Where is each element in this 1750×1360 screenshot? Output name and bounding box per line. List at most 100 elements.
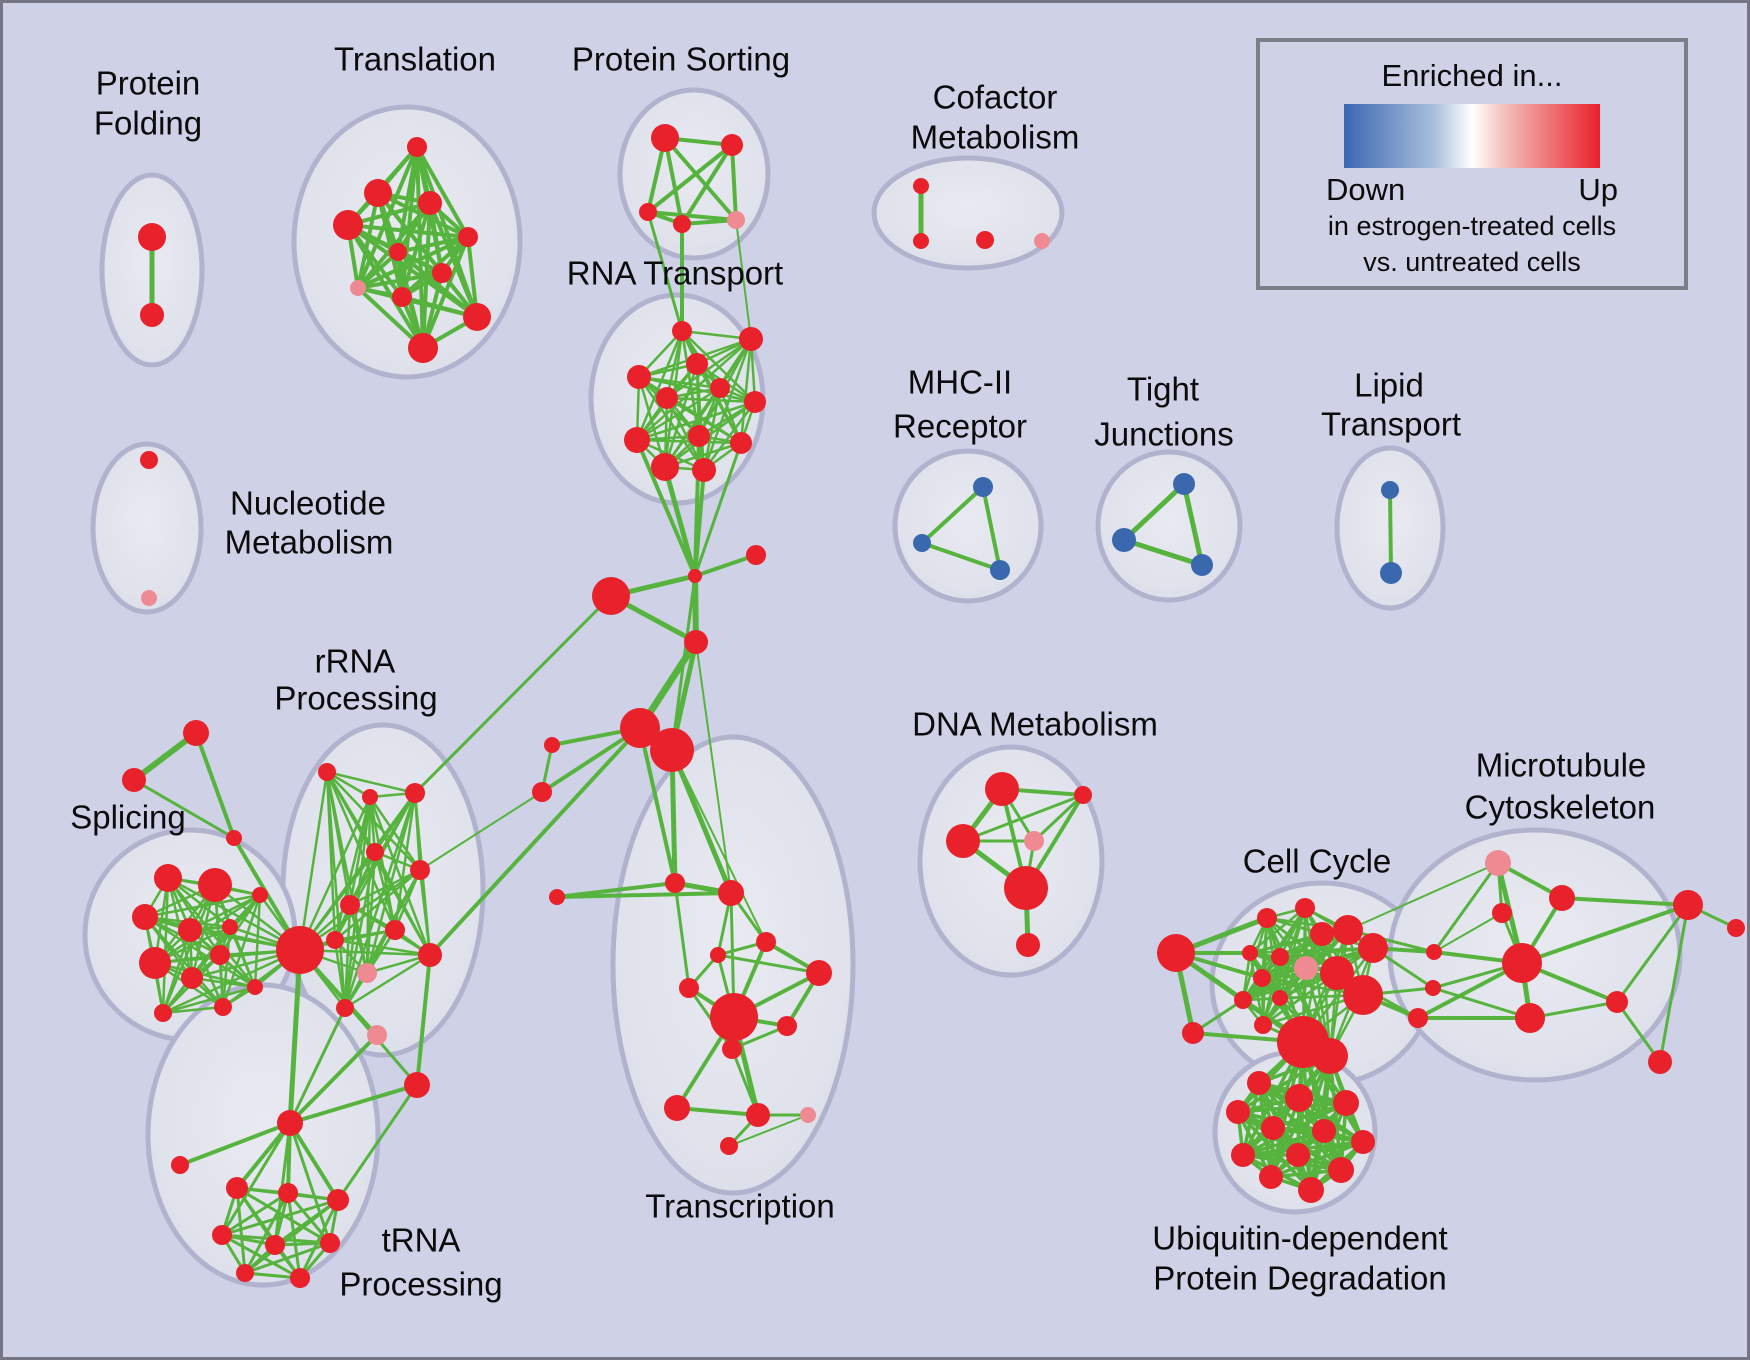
node-tr6[interactable] (389, 243, 407, 261)
node-nm2[interactable] (141, 590, 157, 606)
node-rt1[interactable] (672, 321, 692, 341)
node-pf2[interactable] (140, 303, 164, 327)
node-lx1[interactable] (549, 889, 565, 905)
node-mh2[interactable] (913, 534, 931, 552)
node-mt2[interactable] (1549, 885, 1575, 911)
node-tx7[interactable] (710, 993, 758, 1041)
node-rr7[interactable] (326, 931, 344, 949)
node-ps5[interactable] (727, 211, 745, 229)
node-sp1[interactable] (154, 864, 182, 892)
node-ps4[interactable] (673, 215, 691, 233)
node-cm1[interactable] (913, 178, 929, 194)
node-tj2[interactable] (1112, 528, 1136, 552)
node-pf1[interactable] (138, 223, 166, 251)
node-tx4[interactable] (710, 947, 726, 963)
node-dm5[interactable] (1004, 866, 1048, 910)
node-sp2[interactable] (198, 868, 232, 902)
node-tx8[interactable] (777, 1016, 797, 1036)
node-cy8[interactable] (1294, 956, 1318, 980)
node-dm2[interactable] (1074, 786, 1092, 804)
node-mh3[interactable] (990, 560, 1010, 580)
node-rt8[interactable] (624, 427, 650, 453)
node-ub4[interactable] (1226, 1100, 1250, 1124)
node-rr5[interactable] (410, 860, 430, 880)
node-ub5[interactable] (1261, 1116, 1285, 1140)
node-ub11[interactable] (1259, 1165, 1283, 1189)
node-hub1[interactable] (276, 926, 324, 974)
node-sp8[interactable] (181, 967, 203, 989)
node-cy15[interactable] (1343, 975, 1383, 1015)
node-rt6[interactable] (710, 378, 730, 398)
node-tx5[interactable] (806, 960, 832, 986)
node-st3[interactable] (226, 830, 242, 846)
node-tn9[interactable] (290, 1268, 310, 1288)
node-cy1[interactable] (1157, 934, 1195, 972)
node-dm1[interactable] (985, 772, 1019, 806)
node-tj3[interactable] (1191, 554, 1213, 576)
node-tr10[interactable] (463, 303, 491, 331)
node-cy14[interactable] (1320, 956, 1354, 990)
node-rr4[interactable] (366, 843, 384, 861)
node-tx3[interactable] (756, 932, 776, 952)
node-cy10[interactable] (1271, 948, 1289, 966)
node-ub1[interactable] (1247, 1071, 1271, 1095)
node-cy5[interactable] (1310, 922, 1334, 946)
node-tn1[interactable] (277, 1110, 303, 1136)
node-ps2[interactable] (721, 134, 743, 156)
node-tn7[interactable] (265, 1235, 285, 1255)
node-cy7[interactable] (1358, 933, 1388, 963)
node-rt12[interactable] (692, 458, 716, 482)
node-mt7[interactable] (1673, 890, 1703, 920)
node-mt4[interactable] (1502, 943, 1542, 983)
node-nm1[interactable] (140, 451, 158, 469)
node-sp3[interactable] (132, 904, 158, 930)
node-dm4[interactable] (1024, 831, 1044, 851)
node-cy11[interactable] (1253, 969, 1271, 987)
node-tr11[interactable] (408, 333, 438, 363)
node-cm2[interactable] (913, 233, 929, 249)
node-ub12[interactable] (1298, 1177, 1324, 1203)
node-tx11[interactable] (746, 1103, 770, 1127)
node-tx10[interactable] (664, 1095, 690, 1121)
node-mtl2[interactable] (1425, 980, 1441, 996)
node-rt9[interactable] (688, 425, 710, 447)
node-tj1[interactable] (1173, 473, 1195, 495)
node-ub6[interactable] (1312, 1119, 1336, 1143)
node-lt1[interactable] (1381, 481, 1399, 499)
node-tr9[interactable] (392, 287, 412, 307)
node-mt9[interactable] (1727, 919, 1745, 937)
node-cy2[interactable] (1182, 1022, 1204, 1044)
node-cy3[interactable] (1257, 908, 1277, 928)
node-mt3[interactable] (1492, 903, 1512, 923)
node-cr1[interactable] (746, 545, 766, 565)
node-cy4[interactable] (1295, 898, 1315, 918)
node-tn8[interactable] (320, 1233, 340, 1253)
node-rt10[interactable] (730, 432, 752, 454)
node-dm3[interactable] (946, 824, 980, 858)
node-sp7[interactable] (139, 947, 171, 979)
node-tn5[interactable] (327, 1189, 349, 1211)
node-rr10[interactable] (357, 963, 377, 983)
node-sp12[interactable] (154, 1004, 172, 1022)
node-cy9[interactable] (1242, 945, 1258, 961)
node-tr5[interactable] (458, 227, 478, 247)
node-cy18[interactable] (1254, 1016, 1272, 1034)
node-tr1[interactable] (407, 137, 427, 157)
node-ub10[interactable] (1328, 1157, 1354, 1183)
node-tn4[interactable] (278, 1183, 298, 1203)
node-cy13[interactable] (1272, 990, 1288, 1006)
node-tn3[interactable] (226, 1177, 248, 1199)
node-rr9[interactable] (418, 943, 442, 967)
node-tn10[interactable] (236, 1264, 254, 1282)
node-tx1[interactable] (665, 873, 685, 893)
node-h2b[interactable] (650, 728, 694, 772)
node-mt5[interactable] (1515, 1003, 1545, 1033)
node-cm3[interactable] (976, 231, 994, 249)
node-sp6[interactable] (252, 887, 268, 903)
node-rt4[interactable] (627, 365, 651, 389)
node-l1[interactable] (544, 737, 560, 753)
node-tx6[interactable] (679, 978, 699, 998)
node-mtl1[interactable] (1426, 944, 1442, 960)
node-ub2[interactable] (1285, 1084, 1313, 1112)
node-mtl3[interactable] (1408, 1008, 1428, 1028)
